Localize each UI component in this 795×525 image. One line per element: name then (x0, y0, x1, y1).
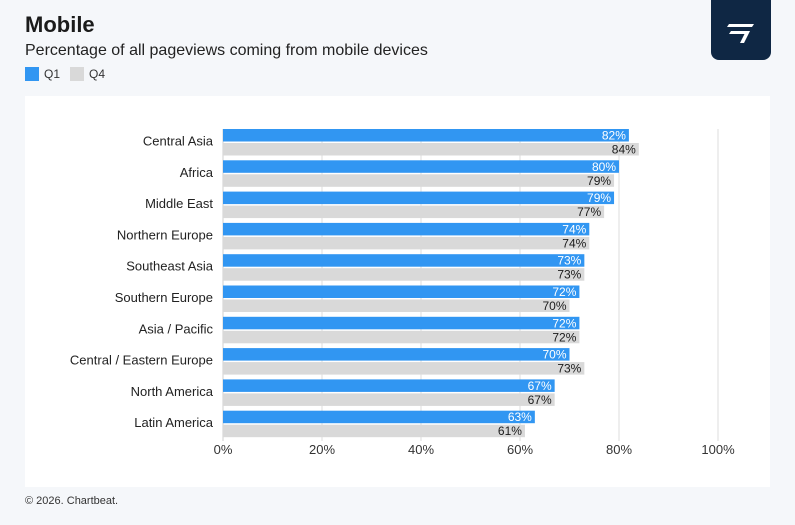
bar-q1 (223, 160, 619, 173)
data-label-q4: 74% (562, 236, 586, 250)
data-label-q4: 77% (577, 205, 601, 219)
category-label: Latin America (134, 415, 214, 430)
chart-subtitle: Percentage of all pageviews coming from … (25, 42, 428, 59)
data-label-q1: 72% (552, 316, 576, 330)
x-tick-label-0: 0% (214, 442, 233, 457)
data-label-q4: 61% (498, 424, 522, 438)
bar-q1 (223, 285, 580, 298)
chartbeat-logo-icon (727, 24, 754, 43)
category-label: North America (131, 384, 214, 399)
bar-q4 (223, 393, 555, 406)
data-label-q4: 79% (587, 174, 611, 188)
bar-q4 (223, 205, 605, 219)
chart-panel: 0% 20% 40% 60% 80% 100% Central Asia 82% 84% Afri… (25, 96, 770, 487)
bar-q1 (223, 191, 615, 205)
data-label-q1: 82% (602, 129, 626, 143)
bar-q1 (223, 129, 629, 142)
x-tick-label-20: 20% (309, 442, 335, 457)
bar-q4 (223, 299, 570, 312)
x-tick-label-80: 80% (606, 442, 632, 457)
category-label: Africa (180, 165, 214, 180)
chart-title: Mobile (25, 12, 95, 37)
data-label-q1: 73% (557, 254, 581, 268)
x-tick-label-60: 60% (507, 442, 533, 457)
category-label: Southern Europe (115, 290, 213, 305)
bar-q4 (223, 143, 639, 156)
category-label: Central Asia (143, 134, 214, 149)
legend-swatch-q4 (70, 67, 85, 81)
category-label: Middle East (145, 196, 213, 211)
bar-q1 (223, 254, 585, 267)
data-label-q4: 73% (557, 362, 581, 376)
bar-q1 (223, 316, 580, 330)
bar-q1 (223, 348, 570, 361)
bar-q4 (223, 268, 585, 281)
legend: Q1 Q4 (25, 67, 115, 81)
chartbeat-logo (711, 0, 771, 60)
data-label-q1: 79% (587, 191, 611, 205)
bar-q4 (223, 424, 525, 438)
category-label: Asia / Pacific (139, 321, 214, 336)
data-label-q4: 84% (612, 143, 636, 157)
x-tick-label-100: 100% (701, 442, 735, 457)
data-label-q4: 67% (528, 393, 552, 407)
bar-q4 (223, 362, 585, 375)
data-label-q1: 63% (508, 410, 532, 424)
bar-q1 (223, 379, 555, 392)
legend-swatch-q1 (25, 67, 39, 81)
data-label-q4: 72% (552, 330, 576, 344)
bar-q4 (223, 174, 615, 187)
legend-item-q4: Q4 (70, 67, 105, 81)
data-label-q4: 70% (542, 299, 566, 313)
bar-q4 (223, 236, 590, 250)
bar-q1 (223, 222, 590, 236)
bar-chart: 0% 20% 40% 60% 80% 100% Central Asia 82%84% Afri… (70, 129, 735, 458)
data-label-q1: 74% (562, 222, 586, 236)
legend-label-q1: Q1 (44, 67, 61, 81)
copyright: © 2026. Chartbeat. (25, 495, 119, 507)
data-label-q1: 67% (528, 379, 552, 393)
bar-q1 (223, 410, 535, 424)
data-label-q4: 73% (557, 268, 581, 282)
category-label: Northern Europe (117, 227, 213, 242)
category-label: Southeast Asia (126, 259, 213, 274)
data-label-q1: 80% (592, 160, 616, 174)
x-tick-label-40: 40% (408, 442, 434, 457)
data-label-q1: 72% (552, 285, 576, 299)
legend-item-q1: Q1 (25, 67, 60, 81)
legend-label-q4: Q4 (89, 67, 106, 81)
category-label: Central / Eastern Europe (70, 353, 213, 368)
data-label-q1: 70% (542, 348, 566, 362)
bar-q4 (223, 330, 580, 344)
